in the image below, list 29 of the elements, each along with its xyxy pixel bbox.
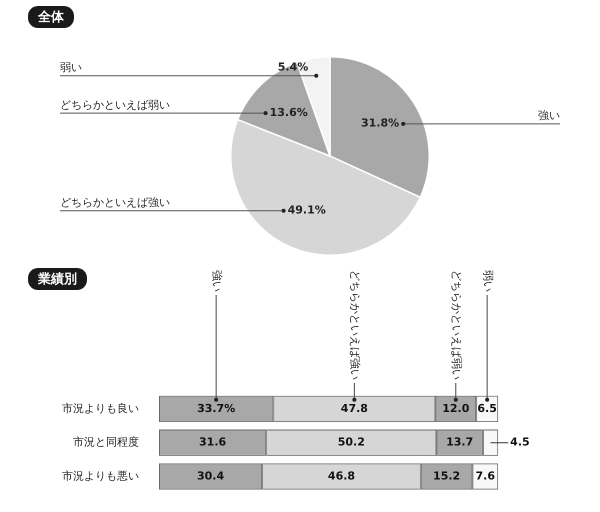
data-label: 13.7 [446, 436, 474, 449]
text: 強い [210, 270, 224, 292]
slice-label: 弱い [60, 61, 82, 74]
y-tick-label: 市況よりも悪い [62, 469, 139, 482]
text: 弱い [481, 270, 494, 292]
slice-label: 強い [538, 109, 560, 122]
y-tick-label: 市況と同程度 [73, 436, 139, 449]
data-label: 15.2 [433, 469, 460, 482]
slice-label: どちらかといえば強い [60, 196, 170, 210]
text: どちらかといえば強い [348, 270, 362, 380]
slice-label: どちらかといえば弱い [60, 98, 170, 112]
data-label: 50.2 [338, 436, 365, 449]
data-label: 6.5 [477, 402, 497, 415]
data-label: 13.6% [270, 106, 308, 119]
data-label: 31.8% [361, 116, 400, 130]
y-tick-label: 市況よりも良い [62, 402, 139, 415]
data-label: 31.6 [199, 436, 227, 449]
data-label: 47.8 [340, 402, 368, 415]
data-label: 4.5 [510, 436, 530, 449]
data-label: 7.6 [476, 469, 496, 482]
chart-title: 業績別 [28, 268, 87, 290]
data-label: 12.0 [442, 402, 470, 415]
data-label: 30.4 [196, 469, 224, 482]
text: どちらかといえば弱い [450, 270, 463, 380]
data-label: 33.7% [197, 402, 236, 415]
data-label: 49.1% [288, 204, 326, 217]
chart-title: 全体 [28, 6, 74, 28]
data-label: 5.4% [278, 60, 308, 74]
data-label: 46.8 [328, 469, 356, 482]
